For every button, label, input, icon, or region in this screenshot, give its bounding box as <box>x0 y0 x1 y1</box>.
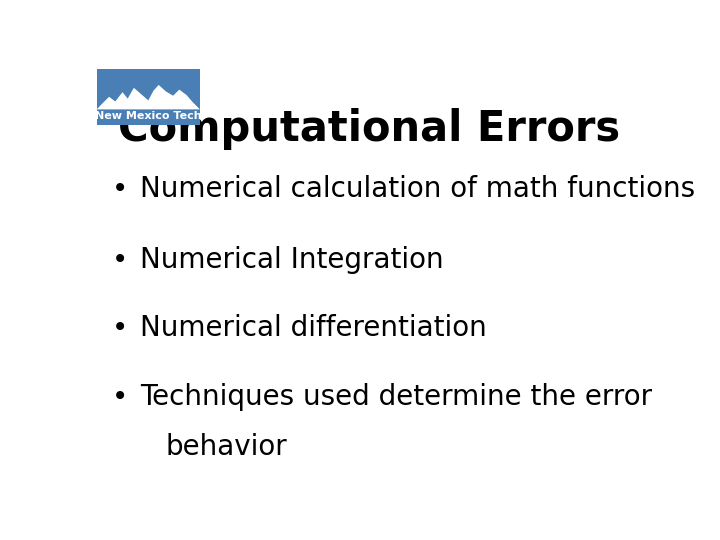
Text: •: • <box>112 175 129 203</box>
Text: Numerical calculation of math functions: Numerical calculation of math functions <box>140 175 696 203</box>
Text: •: • <box>112 246 129 274</box>
Text: behavior: behavior <box>166 433 287 461</box>
Text: Computational Errors: Computational Errors <box>118 109 620 151</box>
Text: •: • <box>112 314 129 342</box>
Text: •: • <box>112 383 129 411</box>
Text: Numerical differentiation: Numerical differentiation <box>140 314 487 342</box>
Text: New Mexico Tech: New Mexico Tech <box>95 111 202 120</box>
Polygon shape <box>96 85 200 110</box>
FancyBboxPatch shape <box>96 69 200 125</box>
Text: Numerical Integration: Numerical Integration <box>140 246 444 274</box>
Text: Techniques used determine the error: Techniques used determine the error <box>140 383 652 411</box>
